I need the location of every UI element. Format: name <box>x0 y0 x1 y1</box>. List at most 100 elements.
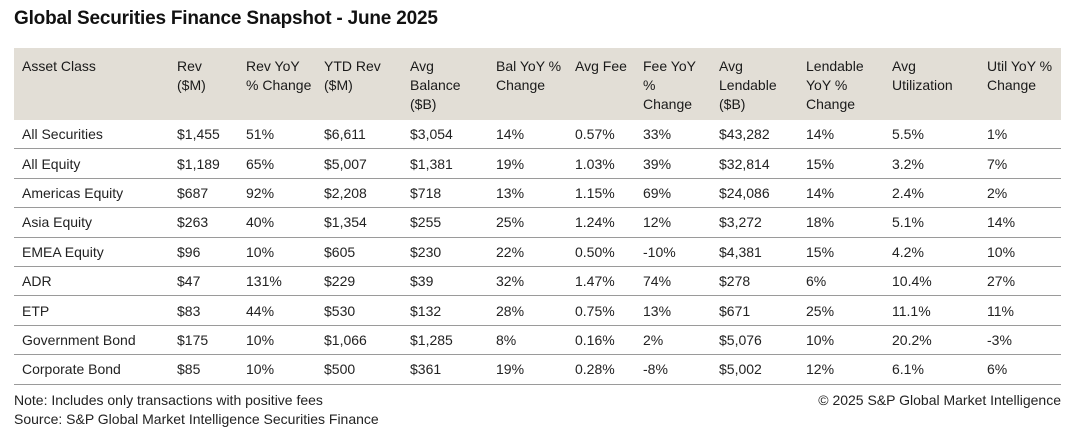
column-header: Avg Utilization <box>884 48 979 120</box>
table-cell: $687 <box>169 178 238 209</box>
column-header: Avg Balance ($B) <box>402 48 488 120</box>
table-cell: 44% <box>238 295 316 326</box>
table-cell: $500 <box>316 354 402 385</box>
table-cell: 11% <box>979 295 1061 326</box>
table-cell: 92% <box>238 178 316 209</box>
table-cell: $605 <box>316 237 402 267</box>
row-label: All Equity <box>14 148 169 179</box>
table-cell: $5,076 <box>711 325 798 356</box>
table-cell: 6.1% <box>884 354 979 385</box>
table-cell: 11.1% <box>884 295 979 326</box>
table-cell: $530 <box>316 295 402 326</box>
table-cell: 10.4% <box>884 266 979 297</box>
table-cell: 12% <box>798 354 884 385</box>
row-label: EMEA Equity <box>14 237 169 267</box>
source-note: Source: S&P Global Market Intelligence S… <box>14 411 379 427</box>
table-cell: $43,282 <box>711 120 798 150</box>
row-label: ETP <box>14 295 169 326</box>
row-label: All Securities <box>14 120 169 150</box>
table-cell: 69% <box>635 178 711 209</box>
table-cell: $6,611 <box>316 120 402 150</box>
table-cell: 14% <box>979 207 1061 238</box>
column-header: Lendable YoY % Change <box>798 48 884 120</box>
table-row: Asia Equity $263 40% $1,354 $255 25% 1.24% 12% $… <box>14 207 1061 238</box>
table-row: Corporate Bond $85 10% $500 $361 19% 0.28% -8% $… <box>14 354 1061 385</box>
table-cell: -8% <box>635 354 711 385</box>
table-cell: 6% <box>798 266 884 297</box>
table-cell: 10% <box>979 237 1061 267</box>
column-header: Fee YoY % Change <box>635 48 711 120</box>
row-label: Government Bond <box>14 325 169 356</box>
table-cell: $718 <box>402 178 488 209</box>
table-cell: 2% <box>635 325 711 356</box>
table-cell: $255 <box>402 207 488 238</box>
table-cell: $32,814 <box>711 148 798 179</box>
row-label: ADR <box>14 266 169 297</box>
table-cell: 15% <box>798 148 884 179</box>
column-header: Rev YoY % Change <box>238 48 316 120</box>
table-cell: $1,381 <box>402 148 488 179</box>
table-row: All Securities $1,455 51% $6,611 $3,054 14% 0.… <box>14 120 1061 150</box>
table-cell: $1,455 <box>169 120 238 150</box>
table-cell: 40% <box>238 207 316 238</box>
snapshot-table: Asset Class Rev ($M) Rev YoY % Change YTD R… <box>14 48 1061 385</box>
table-cell: 0.50% <box>567 237 635 267</box>
table-row: All Equity $1,189 65% $5,007 $1,381 19% 1.03% 3… <box>14 148 1061 179</box>
table-cell: $85 <box>169 354 238 385</box>
table-cell: 74% <box>635 266 711 297</box>
table-cell: 27% <box>979 266 1061 297</box>
table-cell: 20.2% <box>884 325 979 356</box>
table-cell: $278 <box>711 266 798 297</box>
table-cell: 0.75% <box>567 295 635 326</box>
table-cell: $1,189 <box>169 148 238 179</box>
table-cell: 19% <box>488 354 567 385</box>
column-header: Bal YoY % Change <box>488 48 567 120</box>
table-cell: $5,007 <box>316 148 402 179</box>
row-label: Corporate Bond <box>14 354 169 385</box>
footnote: Note: Includes only transactions with po… <box>14 392 323 408</box>
table-cell: 25% <box>488 207 567 238</box>
table-cell: 3.2% <box>884 148 979 179</box>
table-cell: 19% <box>488 148 567 179</box>
table-cell: 1.15% <box>567 178 635 209</box>
table-cell: -10% <box>635 237 711 267</box>
table-cell: $39 <box>402 266 488 297</box>
table-cell: 8% <box>488 325 567 356</box>
table-cell: 1.03% <box>567 148 635 179</box>
table-cell: 14% <box>798 178 884 209</box>
table-cell: $1,066 <box>316 325 402 356</box>
table-cell: $1,354 <box>316 207 402 238</box>
table-cell: 10% <box>238 354 316 385</box>
table-cell: $3,272 <box>711 207 798 238</box>
column-header: Asset Class <box>14 48 169 120</box>
table-cell: 14% <box>798 120 884 150</box>
table-row: ETP $83 44% $530 $132 28% 0.75% 13% $671 25% 11.1%… <box>14 295 1061 326</box>
table-cell: $1,285 <box>402 325 488 356</box>
table-cell: 12% <box>635 207 711 238</box>
table-cell: $5,002 <box>711 354 798 385</box>
table-cell: 14% <box>488 120 567 150</box>
page-title: Global Securities Finance Snapshot - Jun… <box>14 8 438 29</box>
table-cell: 0.57% <box>567 120 635 150</box>
table-cell: 5.1% <box>884 207 979 238</box>
table-cell: 131% <box>238 266 316 297</box>
column-header: Util YoY % Change <box>979 48 1061 120</box>
table-row: EMEA Equity $96 10% $605 $230 22% 0.50% -10% $4,… <box>14 237 1061 267</box>
table-cell: 32% <box>488 266 567 297</box>
table-cell: $229 <box>316 266 402 297</box>
table-cell: 5.5% <box>884 120 979 150</box>
table-cell: $4,381 <box>711 237 798 267</box>
table-body: All Securities $1,455 51% $6,611 $3,054 14% 0.… <box>14 120 1061 385</box>
table-cell: $132 <box>402 295 488 326</box>
column-header: YTD Rev ($M) <box>316 48 402 120</box>
table-cell: 28% <box>488 295 567 326</box>
table-cell: 10% <box>798 325 884 356</box>
table-cell: 33% <box>635 120 711 150</box>
table-cell: $2,208 <box>316 178 402 209</box>
table-cell: $175 <box>169 325 238 356</box>
table-cell: 1.24% <box>567 207 635 238</box>
row-label: Asia Equity <box>14 207 169 238</box>
table-cell: 51% <box>238 120 316 150</box>
table-cell: 18% <box>798 207 884 238</box>
